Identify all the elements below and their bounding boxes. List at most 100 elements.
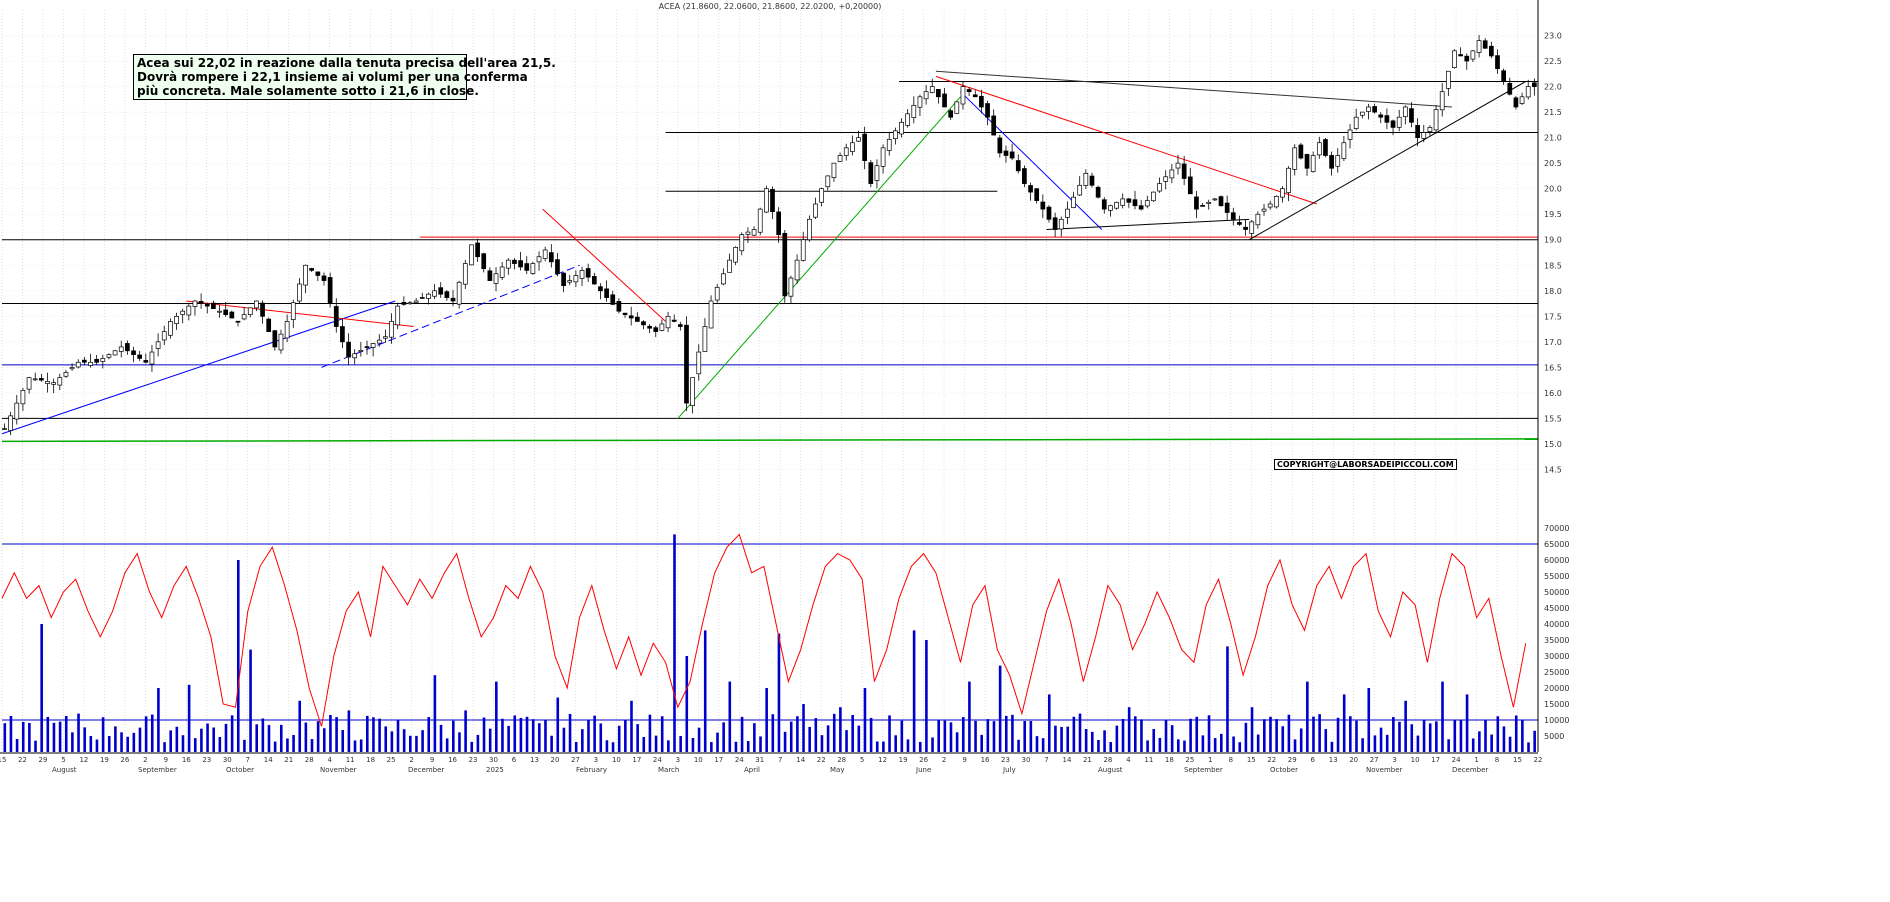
volume-bar: [279, 724, 283, 752]
price-candle: [106, 354, 112, 358]
price-candle: [290, 302, 296, 320]
volume-bar: [1404, 700, 1407, 752]
trend-line: [935, 70, 1453, 108]
volume-bar: [740, 716, 744, 752]
trend-line: [321, 264, 580, 368]
date-tick-label: 20: [550, 756, 559, 764]
price-tick-label: 19.0: [1544, 236, 1562, 245]
price-candle: [1077, 184, 1083, 196]
price-candle: [733, 247, 738, 263]
volume-bar: [1054, 725, 1057, 752]
price-candle: [647, 325, 652, 329]
volume-bar: [316, 721, 320, 752]
date-tick-label: 17: [632, 756, 641, 764]
price-tick-label: 15.5: [1544, 414, 1562, 423]
price-tick-label: 17.5: [1544, 312, 1562, 321]
price-candle: [825, 175, 831, 188]
volume-bar: [390, 731, 394, 752]
price-candle: [14, 402, 20, 420]
price-candle: [782, 232, 788, 297]
price-candle: [1046, 206, 1052, 220]
month-label: September: [1184, 766, 1223, 774]
price-tick-label: 21.5: [1544, 108, 1562, 117]
volume-bar: [427, 717, 431, 752]
price-candle: [696, 351, 702, 375]
volume-bar: [1041, 738, 1045, 752]
price-candle: [100, 358, 106, 362]
date-tick-label: 23: [469, 756, 478, 764]
volume-bar: [107, 735, 111, 752]
date-tick-label: 10: [1411, 756, 1420, 764]
date-tick-label: 10: [694, 756, 703, 764]
volume-bar: [660, 716, 664, 752]
volume-bar: [200, 728, 203, 752]
price-candle: [1298, 144, 1304, 159]
price-candle: [1273, 195, 1279, 208]
price-candle: [954, 101, 960, 114]
month-label: August: [52, 766, 77, 774]
price-candle: [1169, 169, 1175, 179]
volume-bar: [347, 710, 351, 752]
price-candle: [659, 323, 665, 331]
volume-bar: [1533, 730, 1536, 752]
volume-bar: [581, 729, 584, 752]
date-tick-label: 11: [1144, 756, 1153, 764]
volume-bar: [384, 726, 388, 752]
volume-bar: [1023, 721, 1027, 752]
volume-bar: [1361, 738, 1364, 752]
volume-bar: [814, 718, 818, 752]
date-tick-label: 5: [61, 756, 65, 764]
trend-line: [935, 75, 1317, 205]
volume-axis: 5000 10000 15000 20000 25000 30000 35000 40000 4…: [1544, 524, 1569, 741]
volume-bar: [1269, 716, 1272, 752]
price-candle: [247, 307, 253, 316]
volume-bar: [599, 723, 603, 752]
volume-bar: [433, 675, 437, 752]
date-tick-label: 22: [18, 756, 27, 764]
volume-bar: [310, 739, 314, 752]
volume-bar: [832, 713, 836, 752]
volume-bar: [1140, 719, 1143, 752]
price-candle: [8, 415, 13, 431]
price-candle: [88, 361, 93, 366]
volume-bar: [9, 716, 13, 752]
price-tick-label: 19.5: [1544, 210, 1562, 219]
price-candle: [1390, 120, 1396, 128]
price-candle: [862, 133, 868, 161]
price-candle: [745, 231, 751, 235]
volume-bar: [1392, 717, 1395, 752]
price-candle: [874, 165, 880, 181]
price-candle: [174, 315, 179, 324]
month-label: September: [138, 766, 177, 774]
volume-bar: [630, 700, 633, 752]
volume-bar: [378, 718, 381, 752]
date-tick-label: 17: [1431, 756, 1440, 764]
volume-bar: [64, 716, 68, 752]
support-resistance-lines: [1, 80, 1539, 443]
volume-bar: [236, 560, 240, 752]
volume-bar: [1170, 725, 1174, 752]
volume-bar: [46, 716, 50, 752]
price-candle: [1230, 212, 1236, 220]
volume-bar: [1478, 731, 1481, 752]
price-candle: [278, 333, 284, 351]
price-candle: [997, 137, 1003, 154]
volume-tick-label: 55000: [1544, 572, 1569, 581]
volume-bar: [513, 715, 517, 752]
volume-bar: [980, 734, 983, 752]
date-tick-label: 8: [1229, 756, 1233, 764]
date-tick-label: 27: [571, 756, 580, 764]
volume-bar: [925, 640, 928, 752]
month-label: February: [576, 766, 607, 774]
price-candle: [143, 360, 149, 363]
trend-line: [960, 91, 1103, 230]
price-candle: [1507, 82, 1513, 95]
price-candle: [1015, 160, 1021, 172]
volume-bar: [144, 716, 148, 752]
date-tick-label: 21: [284, 756, 293, 764]
price-candle: [352, 353, 358, 359]
price-candle: [419, 297, 425, 299]
volume-bar: [851, 714, 854, 752]
price-candle: [518, 260, 523, 268]
price-candle: [254, 300, 259, 309]
